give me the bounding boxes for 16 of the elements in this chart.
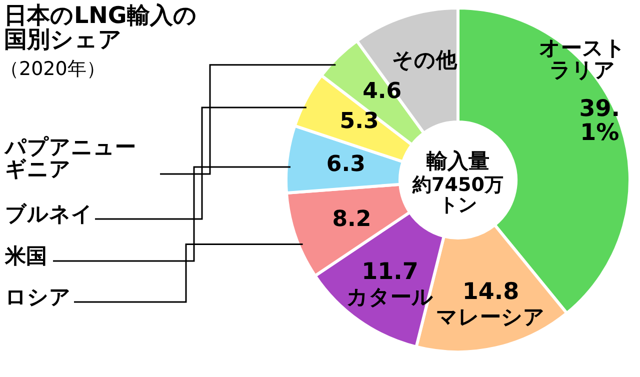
data-label: 11.7 xyxy=(360,258,420,285)
data-label: 14.8 xyxy=(461,278,520,305)
data-label: 6.3 xyxy=(325,152,366,177)
slice-label: 米国 xyxy=(5,244,48,268)
data-label: 4.6 xyxy=(362,78,403,104)
slice-label: その他 xyxy=(390,48,458,72)
slice-label: マレーシア xyxy=(436,304,546,329)
slice-label: ブルネイ xyxy=(5,202,94,226)
text: 輸入量 xyxy=(426,149,490,173)
data-label: 8.2 xyxy=(331,207,372,232)
data-label: 5.3 xyxy=(338,109,380,134)
chart-title: 日本のLNG輸入の国別シェア xyxy=(4,3,198,54)
slice-label: パプアニューギニア xyxy=(5,135,137,182)
text: （2020年） xyxy=(0,58,106,80)
text: 約7450万トン xyxy=(411,174,504,216)
slice-label: ロシア xyxy=(5,285,72,309)
